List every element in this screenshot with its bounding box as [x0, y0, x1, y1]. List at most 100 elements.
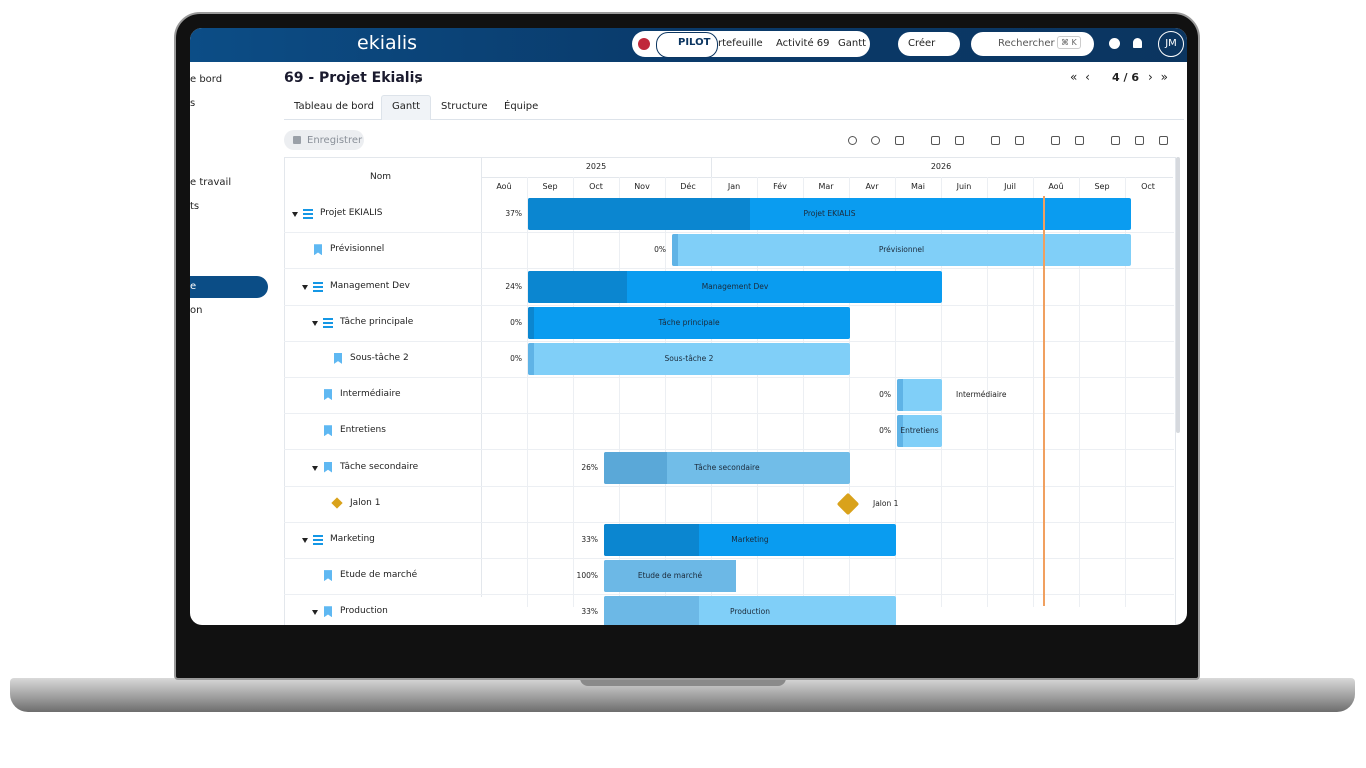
breadcrumb[interactable]: rtefeuille — [718, 38, 763, 49]
tab[interactable]: Équipe — [504, 101, 539, 112]
save-button[interactable] — [284, 130, 364, 150]
progress: 0% — [879, 426, 891, 436]
grid-line — [481, 177, 1173, 178]
month-label: Aoû — [1048, 182, 1064, 191]
toolbar-button[interactable] — [895, 136, 904, 145]
progress: 33% — [581, 534, 598, 544]
row-name[interactable]: Jalon 1 — [350, 497, 381, 508]
milestone-icon — [324, 570, 332, 582]
bar-label: Jalon 1 — [873, 498, 899, 508]
month-label: Oct — [1141, 182, 1155, 191]
row-name[interactable]: Management Dev — [330, 280, 410, 291]
tab[interactable]: Structure — [441, 101, 488, 112]
row-name[interactable]: Intermédiaire — [340, 389, 401, 400]
row-line — [284, 594, 1174, 596]
pager-prev[interactable]: « ‹ — [1070, 70, 1092, 84]
create-label: Créer — [908, 38, 936, 49]
brand[interactable]: ekialis — [357, 32, 418, 54]
tab[interactable]: Tableau de bord — [294, 101, 374, 112]
bar-label: Intermédiaire — [956, 390, 1007, 400]
row-name[interactable]: Marketing — [330, 533, 375, 544]
save-icon — [293, 136, 301, 144]
grid-line — [573, 177, 574, 607]
toolbar-button[interactable] — [1075, 136, 1084, 145]
tabs-line — [284, 119, 1184, 120]
breadcrumb[interactable]: Gantt — [838, 38, 867, 49]
row-name[interactable]: Production — [340, 606, 388, 617]
grid-line — [1125, 177, 1126, 607]
toolbar-button[interactable] — [1159, 136, 1168, 145]
row-name[interactable]: Projet EKIALIS — [320, 208, 383, 219]
toolbar-button[interactable] — [1051, 136, 1060, 145]
tab[interactable]: Gantt — [392, 101, 421, 112]
row-line — [284, 304, 1174, 306]
sidebar-item[interactable]: ts — [190, 201, 200, 212]
row-name[interactable]: Entretiens — [340, 425, 386, 436]
sidebar-item[interactable]: e travail — [190, 177, 232, 188]
caret[interactable] — [302, 537, 308, 543]
pager: 4 / 6 — [1112, 71, 1139, 84]
row-name[interactable]: Prévisionnel — [330, 244, 385, 255]
grid-line — [619, 177, 620, 607]
month-label: Fév — [773, 182, 787, 191]
toolbar-button[interactable] — [931, 136, 940, 145]
pilot-badge[interactable] — [656, 32, 718, 58]
caret[interactable] — [312, 610, 318, 616]
bar-label: Production — [730, 607, 770, 617]
toolbar-button[interactable] — [1015, 136, 1024, 145]
shortcut: ⌘ K — [1057, 36, 1081, 49]
bar-done — [528, 306, 534, 339]
caret[interactable] — [312, 320, 318, 326]
bar[interactable] — [897, 415, 942, 448]
help-icon[interactable] — [1109, 38, 1120, 49]
breadcrumb[interactable]: Activité 69 — [776, 38, 830, 49]
row-name[interactable]: Tâche secondaire — [340, 461, 419, 472]
caret[interactable] — [312, 465, 318, 471]
bar[interactable] — [528, 342, 850, 375]
toolbar-button[interactable] — [848, 136, 857, 145]
bar[interactable] — [897, 379, 942, 412]
toolbar-button[interactable] — [1135, 136, 1144, 145]
row-name[interactable]: Tâche principale — [340, 316, 414, 327]
bar-done — [897, 415, 903, 448]
sidebar-item[interactable]: on — [190, 305, 203, 316]
caret[interactable] — [292, 212, 298, 218]
bar-label: Entretiens — [900, 426, 939, 436]
row-name[interactable]: Etude de marché — [340, 570, 418, 581]
bar-done — [528, 198, 750, 231]
grid-line — [711, 157, 712, 177]
grid-line — [711, 177, 712, 607]
bar-label: Management Dev — [701, 281, 769, 291]
sidebar-item[interactable]: s — [190, 98, 196, 109]
bar-done — [528, 342, 534, 375]
create-button[interactable] — [898, 32, 960, 56]
row-line — [284, 340, 1174, 342]
month-label: Aoû — [496, 182, 512, 191]
scrollbar[interactable] — [1176, 157, 1180, 433]
toolbar-button[interactable] — [1111, 136, 1120, 145]
toolbar-button[interactable] — [955, 136, 964, 145]
sidebar-item[interactable]: e bord — [190, 74, 223, 85]
row-name[interactable]: Sous-tâche 2 — [350, 352, 409, 363]
row-line — [284, 558, 1174, 559]
bar[interactable] — [672, 234, 1131, 267]
toolbar-button[interactable] — [991, 136, 1000, 145]
tab-active — [381, 95, 431, 120]
progress: 0% — [879, 390, 891, 400]
save-label: Enregistrer — [307, 135, 363, 146]
toolbar-button[interactable] — [871, 136, 880, 145]
sidebar-active — [190, 276, 268, 298]
progress: 37% — [505, 209, 522, 219]
month-label: Juil — [1004, 182, 1016, 191]
progress: 0% — [510, 353, 522, 363]
caret[interactable] — [302, 284, 308, 290]
milestone-icon — [314, 244, 322, 256]
bar[interactable] — [528, 306, 850, 339]
avatar[interactable]: JM — [1158, 31, 1184, 57]
sidebar-item[interactable]: e — [190, 281, 197, 292]
page-title: 69 - Projet Ekialis — [284, 70, 423, 86]
bell-icon[interactable] — [1133, 38, 1142, 48]
screen: ekialis PILOT rtefeuille Activité 69 Gan… — [190, 28, 1187, 625]
row-line — [284, 232, 1174, 234]
pager-next[interactable]: › » — [1148, 70, 1170, 84]
